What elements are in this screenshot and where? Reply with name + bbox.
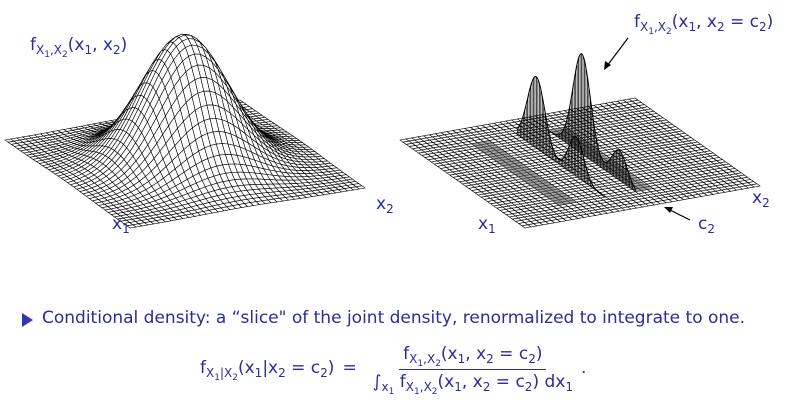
axis-label: x2 — [376, 194, 394, 216]
math-segment: x — [112, 214, 123, 234]
math-segment: (x — [437, 372, 455, 392]
math-segment: 2 — [431, 387, 438, 397]
math-segment: X — [206, 366, 215, 380]
math-segment: ) — [535, 344, 543, 364]
function-label: fX1,X2(x1, x2 = c2) — [634, 12, 774, 37]
math-segment: 1 — [414, 387, 420, 397]
mesh-cell — [126, 224, 137, 229]
equation-lhs: fX1|X2(x1|x2 = c2) — [200, 358, 335, 383]
math-segment: ,X — [419, 380, 432, 394]
bullet-marker — [22, 313, 33, 327]
math-segment: , x — [92, 35, 113, 55]
axis-label: x2 — [752, 188, 770, 210]
math-segment: , x — [465, 344, 487, 364]
equals: = — [342, 358, 357, 378]
fraction: fX1,X2(x1, x2 = c2) ∫x1 fX1,X2(x1, x2 = … — [369, 344, 577, 397]
period: . — [580, 358, 587, 378]
math-segment: ,X — [49, 43, 63, 57]
math-segment: 2 — [759, 20, 767, 34]
math-segment: |x — [262, 358, 279, 378]
math-segment: 1 — [565, 380, 573, 394]
math-segment: f — [394, 372, 406, 392]
joint-density-surface — [4, 33, 366, 229]
denominator: ∫x1 fX1,X2(x1, x2 = c2) dx1 — [369, 370, 577, 397]
math-segment: (x — [237, 358, 255, 378]
math-segment: 2 — [666, 27, 672, 37]
math-segment: 1 — [688, 20, 697, 34]
math-segment: 1 — [84, 43, 93, 57]
math-segment: x — [376, 194, 387, 214]
bullet-text: Conditional density: a “slice" of the jo… — [42, 308, 746, 328]
math-segment: 2 — [528, 352, 536, 366]
math-segment: 2 — [62, 50, 68, 60]
math-segment: 2 — [386, 202, 394, 216]
math-segment: 2 — [320, 366, 328, 380]
math-segment: x — [752, 188, 763, 208]
math-segment: 2 — [278, 366, 286, 380]
function-label: fX1,X2(x1, x2) — [30, 35, 128, 60]
math-segment: 2 — [486, 352, 494, 366]
math-segment: , x — [461, 372, 483, 392]
math-segment: 2 — [762, 196, 770, 210]
math-segment: 1 — [122, 222, 130, 236]
arrow — [667, 208, 691, 221]
math-segment: (x — [440, 344, 458, 364]
math-segment: = c — [724, 12, 760, 32]
math-segment: 2 — [707, 222, 715, 236]
math-segment: 1 — [454, 380, 462, 394]
axis-label: x1 — [478, 214, 496, 236]
math-segment: |X — [219, 366, 233, 380]
math-segment: = c — [493, 344, 529, 364]
math-segment: ) dx — [532, 372, 566, 392]
numerator: fX1,X2(x1, x2 = c2) — [399, 344, 547, 370]
math-segment: ,X — [653, 20, 667, 34]
conditional-slice-surface — [399, 53, 761, 229]
math-segment: ) — [766, 12, 774, 32]
math-segment: 1 — [488, 222, 496, 236]
math-segment: x — [381, 380, 389, 394]
math-segment: X — [640, 20, 649, 34]
math-segment: (x — [671, 12, 689, 32]
arrow-head — [664, 207, 673, 213]
axis-label: x1 — [112, 214, 130, 236]
math-segment: , x — [696, 12, 717, 32]
math-segment: (x — [67, 35, 85, 55]
math-segment: 2 — [112, 43, 121, 57]
slice-label: c2 — [698, 214, 715, 236]
math-segment: c — [698, 214, 708, 234]
arrow — [606, 37, 629, 67]
math-segment: = c — [490, 372, 525, 392]
math-segment: ) — [120, 35, 128, 55]
math-segment: ) — [327, 358, 335, 378]
math-segment: ∫ — [372, 372, 382, 392]
math-segment: ,X — [423, 352, 436, 366]
math-segment: 2 — [716, 20, 725, 34]
math-segment: x — [478, 214, 489, 234]
math-segment: X — [405, 380, 415, 394]
equation: fX1|X2(x1|x2 = c2) = fX1,X2(x1, x2 = c2)… — [200, 344, 587, 397]
math-segment: = c — [285, 358, 321, 378]
math-segment: X — [36, 43, 45, 57]
